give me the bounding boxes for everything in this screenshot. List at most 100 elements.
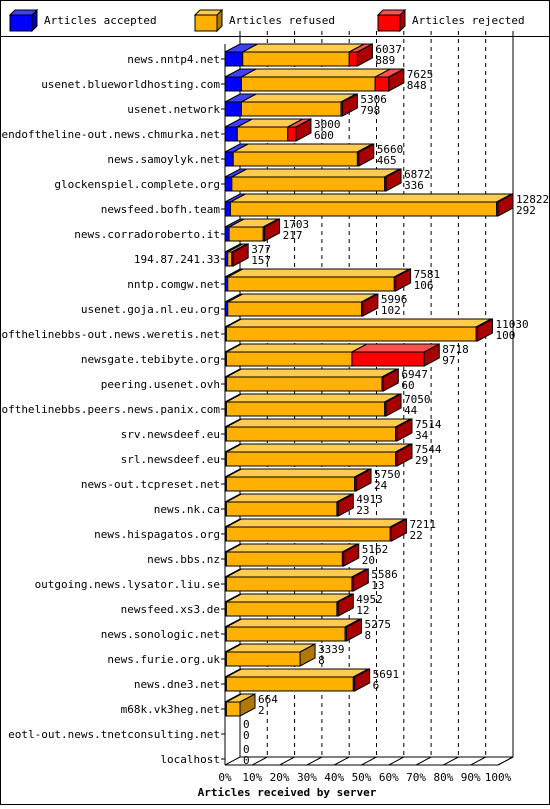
bar-value-label-bottom: 44 (404, 404, 418, 417)
bar-value-label-bottom: 60 (401, 379, 414, 392)
legend-label: Articles rejected (412, 14, 525, 27)
bar-value-label-top: 4913 (356, 493, 383, 506)
bar-value-label-top: 5691 (373, 668, 400, 681)
bar-segment-side (385, 168, 402, 192)
floor-tick (306, 756, 323, 766)
legend-label: Articles accepted (44, 14, 157, 27)
bar-segment-refused (225, 351, 353, 367)
bar-value-label-bottom: 23 (356, 504, 369, 517)
bar-segment-accepted (224, 76, 242, 92)
bar-value-label-top: 664 (258, 693, 278, 706)
x-tick-label: 40% (324, 771, 344, 784)
bar-segment-accepted (224, 151, 234, 167)
bar-segment-side (391, 518, 408, 542)
bar-value-label-top: 5306 (360, 93, 387, 106)
bar-value-label-bottom: 24 (374, 479, 388, 492)
bar-segment-side (423, 343, 440, 367)
floor-tick (443, 756, 459, 766)
server-label: news.dne3.net (134, 678, 220, 691)
bar-segment-side (396, 443, 413, 467)
bar-value-label-top: 5660 (377, 143, 404, 156)
bar-segment-refused (231, 176, 386, 192)
x-axis-label: Articles received by server (198, 786, 377, 799)
bar-segment-side (382, 368, 399, 392)
bar-value-label-bottom: 2 (258, 704, 265, 717)
bar-value-label-bottom: 102 (381, 304, 401, 317)
bar-value-label-top: 7211 (410, 518, 437, 531)
bar-value-label-top: 1703 (283, 218, 310, 231)
bar-value-label-bottom: 0 (243, 754, 250, 767)
bar-segment-rejected (287, 126, 297, 142)
bar-segment-side (239, 693, 256, 717)
bar-segment-refused (242, 51, 350, 67)
bar-value-label-top: 7625 (407, 68, 434, 81)
bar-value-label-bottom: 798 (360, 104, 380, 117)
legend-item-accepted: Articles accepted (8, 8, 157, 33)
bar-segment-side (354, 668, 371, 692)
bar-value-label-top: 3339 (318, 643, 345, 656)
bar-segment-side (299, 643, 316, 667)
server-label: newsfeed.bofh.team (101, 203, 221, 216)
server-label: usenet.network (127, 103, 220, 116)
x-tick-label: 20% (270, 771, 290, 784)
bar-segment-refused (228, 226, 264, 242)
bar-segment-top-refused (226, 568, 368, 578)
bar-value-label-top: 5996 (381, 293, 408, 306)
bar-segment-side (232, 243, 249, 267)
server-label: srv.newsdeef.eu (121, 428, 220, 441)
bar-segment-side (345, 618, 362, 642)
x-tick-label: 80% (433, 771, 453, 784)
floor-tick (361, 756, 377, 766)
axes (224, 44, 498, 766)
bar-segment-side (362, 293, 379, 317)
bar-segment-rejected (374, 76, 390, 92)
bar-segment-side (396, 418, 413, 442)
floor-tick (470, 756, 486, 766)
bar-value-label-bottom: 157 (251, 254, 271, 267)
bar-segment-top-refused (227, 293, 377, 303)
bar-segment-top-refused (226, 518, 406, 528)
bar-segment-side (358, 143, 375, 167)
x-tick-labels: 0% 10% 20% 30% 40% 50% 60% 70% 80% 90% 100% (218, 771, 511, 784)
bar-value-label-bottom: 100 (496, 329, 516, 342)
x-tick-label: 10% (242, 771, 262, 784)
bar-value-label-bottom: 6 (373, 679, 380, 692)
bar-value-label-bottom: 292 (516, 204, 536, 217)
bar-segment-refused (225, 501, 338, 517)
bar-segment-side (477, 318, 494, 342)
floor-tick (252, 756, 268, 766)
bar-segment-refused (225, 376, 383, 392)
bar-segment-rejected (351, 351, 425, 367)
bar-segment-side (295, 118, 312, 142)
bar-segment-refused (225, 676, 354, 692)
bar-segment-top-refused (232, 143, 373, 153)
bar-row: endofthelinebbs-out.news.weretis.net 1103… (0, 318, 529, 342)
bar-segment-side (341, 93, 358, 117)
bar-segment-top-refused (226, 343, 368, 353)
bar-segment-top-refused (230, 193, 512, 203)
x-tick-label: 0% (218, 771, 232, 784)
server-label: nntp.comgw.net (127, 278, 220, 291)
server-label: usenet.goja.nl.eu.org (81, 303, 220, 316)
bar-segment-top-refused (226, 543, 358, 553)
bar-value-label-top: 0 (243, 743, 250, 756)
bar-value-label-top: 7050 (404, 393, 431, 406)
bars: news.nntp4.net6037889usenet.blueworldhos… (0, 43, 549, 767)
bar-value-label-top: 5162 (362, 543, 389, 556)
x-tick-label: 50% (352, 771, 372, 784)
server-label: news.hispagatos.org (94, 528, 220, 541)
bar-segment-side (352, 568, 369, 592)
bar-segment-refused (225, 401, 386, 417)
